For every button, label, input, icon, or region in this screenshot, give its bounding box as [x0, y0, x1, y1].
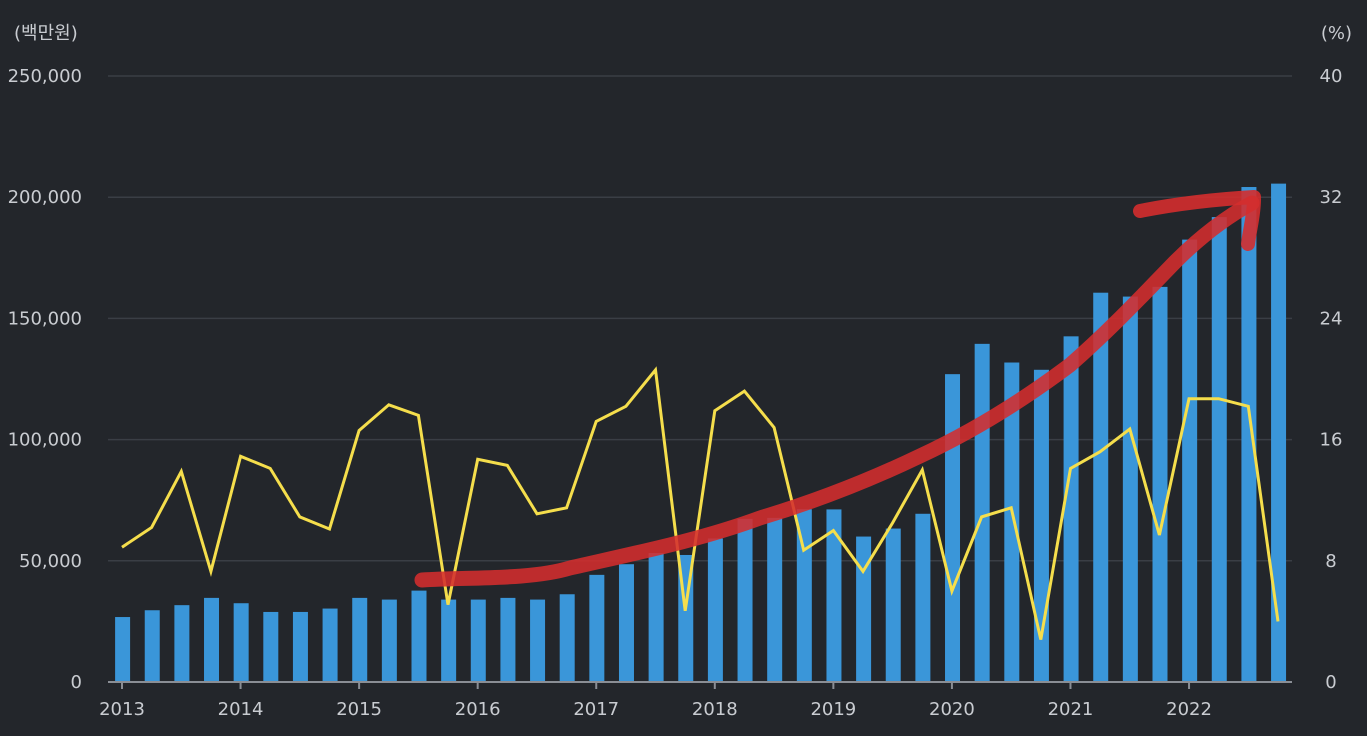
y-right-tick-label: 8 — [1325, 551, 1336, 572]
revenue-bar — [352, 597, 368, 682]
y-left-tick-label: 250,000 — [8, 66, 82, 87]
revenue-bar — [1182, 239, 1198, 682]
y-right-tick-label: 16 — [1320, 430, 1343, 451]
revenue-bar — [470, 599, 486, 682]
revenue-bar — [945, 374, 961, 682]
revenue-bar — [974, 343, 990, 682]
revenue-bar — [1271, 183, 1287, 682]
x-tick-label: 2016 — [455, 699, 501, 720]
revenue-bar — [144, 610, 160, 682]
revenue-bar — [1241, 187, 1257, 682]
y-right-tick-label: 40 — [1320, 66, 1343, 87]
revenue-bar — [500, 597, 516, 682]
revenue-bar — [1122, 296, 1138, 682]
growth-line — [121, 366, 1280, 640]
y-right-tick-label: 0 — [1325, 672, 1336, 693]
x-axis — [108, 681, 1292, 689]
x-tick-label: 2022 — [1166, 699, 1212, 720]
revenue-bar — [530, 599, 546, 682]
x-tick-label: 2018 — [692, 699, 738, 720]
revenue-bar — [1063, 336, 1079, 682]
revenue-bar — [233, 603, 249, 682]
revenue-bar — [648, 553, 664, 682]
revenue-bar — [1033, 369, 1049, 682]
revenue-bar — [885, 528, 901, 682]
revenue-bar — [589, 574, 605, 682]
right-axis-unit: (%) — [1321, 23, 1352, 44]
revenue-bar — [322, 608, 338, 682]
left-axis-unit: (백만원) — [14, 23, 78, 44]
revenue-bar — [263, 611, 279, 682]
x-tick-label: 2015 — [336, 699, 382, 720]
x-tick-label: 2014 — [218, 699, 264, 720]
y-right-tick-label: 32 — [1320, 187, 1343, 208]
revenue-bar — [1004, 362, 1020, 682]
x-tick-label: 2017 — [573, 699, 619, 720]
revenue-bar — [411, 590, 427, 682]
revenue-bar — [441, 599, 457, 682]
revenue-bar — [292, 611, 308, 682]
y-left-tick-label: 0 — [71, 672, 82, 693]
y-right-tick-label: 24 — [1320, 308, 1343, 329]
revenue-bar — [737, 518, 753, 682]
revenue-bar — [204, 597, 220, 682]
revenue-bar — [1152, 286, 1168, 682]
axis-labels: 0 0 50,000 8 100,000 16 150,000 24 200,000 32 250,… — [8, 23, 1352, 720]
revenue-bar — [381, 599, 397, 682]
revenue-bar — [115, 617, 131, 682]
growth-line-path — [121, 366, 1280, 640]
trend-arrow-shaft — [414, 195, 1260, 588]
y-left-tick-label: 200,000 — [8, 187, 82, 208]
revenue-bar — [1093, 292, 1109, 682]
revenue-bar — [1211, 217, 1227, 683]
y-left-tick-label: 100,000 — [8, 430, 82, 451]
trend-arrow-head — [1133, 190, 1261, 251]
x-tick-label: 2020 — [929, 699, 975, 720]
revenue-bar — [707, 538, 723, 682]
trend-arrow-annotation — [414, 190, 1261, 588]
x-tick-label: 2013 — [99, 699, 145, 720]
y-left-tick-label: 150,000 — [8, 308, 82, 329]
x-tick-label: 2019 — [810, 699, 856, 720]
revenue-bar — [618, 564, 634, 682]
revenue-bar — [915, 513, 931, 682]
revenue-bar — [174, 605, 190, 682]
revenue-bar — [767, 517, 783, 682]
revenue-bar — [559, 594, 575, 682]
revenue-bar — [796, 509, 812, 682]
revenue-bar — [856, 536, 872, 682]
x-tick-label: 2021 — [1048, 699, 1094, 720]
revenue-bar — [826, 509, 842, 682]
revenue-bars — [115, 183, 1287, 683]
y-left-tick-label: 50,000 — [19, 551, 82, 572]
